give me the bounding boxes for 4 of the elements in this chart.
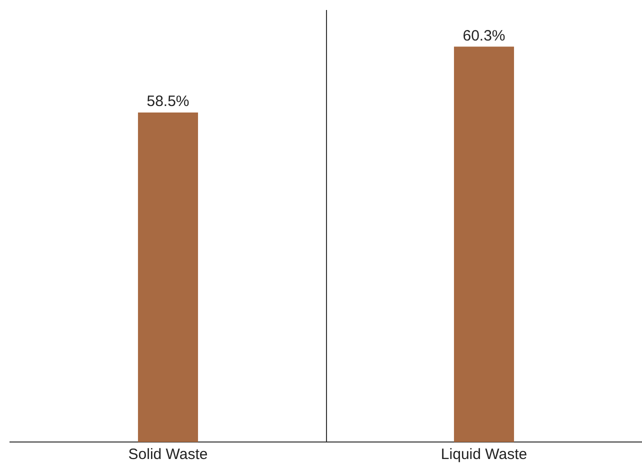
x-tick-label: Solid Waste [128, 446, 208, 464]
data-label: 58.5% [146, 93, 190, 110]
x-tick-label: Liquid Waste [440, 446, 528, 464]
data-label: 60.3% [462, 27, 506, 44]
